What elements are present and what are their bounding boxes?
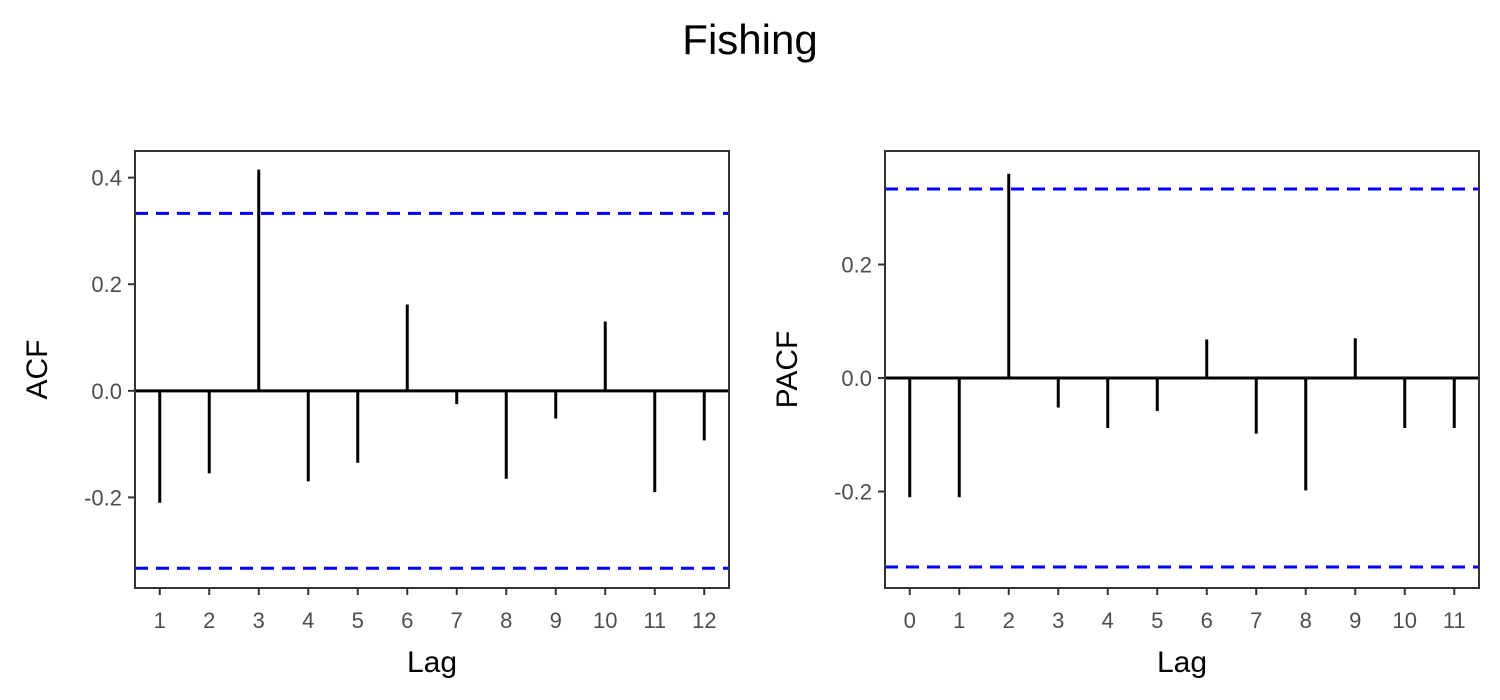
- pacf-x-tick-label: 9: [1349, 608, 1361, 633]
- pacf-x-tick-label: 0: [904, 608, 916, 633]
- pacf-panel-border: [884, 150, 1480, 589]
- acf-y-tick-label: 0.2: [91, 272, 122, 297]
- acf-plot-area: [135, 151, 729, 588]
- pacf-y-tick-label: 0.2: [841, 253, 872, 278]
- figure-title: Fishing: [682, 16, 817, 63]
- acf-x-tick-label: 2: [203, 608, 215, 633]
- acf-y-tick-label: 0.0: [91, 379, 122, 404]
- pacf-x-tick-label: 2: [1003, 608, 1015, 633]
- pacf-x-axis-title: Lag: [1157, 646, 1207, 679]
- pacf-x-tick-label: 10: [1393, 608, 1417, 633]
- acf-y-axis-title: ACF: [21, 340, 54, 400]
- acf-x-tick-label: 10: [593, 608, 617, 633]
- pacf-x-tick-label: 8: [1300, 608, 1312, 633]
- acf-x-tick-label: 7: [451, 608, 463, 633]
- acf-x-tick-label: 12: [692, 608, 716, 633]
- acf-panel-border: [134, 150, 730, 589]
- pacf-x-tick-label: 3: [1052, 608, 1064, 633]
- pacf-plot-area: [885, 151, 1479, 588]
- pacf-x-tick-label: 5: [1151, 608, 1163, 633]
- acf-x-tick-label: 1: [154, 608, 166, 633]
- pacf-x-tick-label: 7: [1250, 608, 1262, 633]
- acf-y-tick-label: -0.2: [84, 485, 122, 510]
- acf-y-tick-label: 0.4: [91, 166, 122, 191]
- pacf-x-tick-label: 11: [1443, 608, 1466, 633]
- acf-x-tick-label: 8: [500, 608, 512, 633]
- acf-x-axis-title: Lag: [407, 646, 457, 679]
- pacf-y-axis-title: PACF: [771, 331, 804, 409]
- acf-x-tick-label: 6: [401, 608, 413, 633]
- acf-x-tick-label: 4: [302, 608, 314, 633]
- pacf-x-tick-label: 1: [953, 608, 965, 633]
- acf-x-tick-label: 5: [352, 608, 364, 633]
- pacf-x-tick-label: 6: [1201, 608, 1213, 633]
- pacf-x-tick-label: 4: [1102, 608, 1114, 633]
- pacf-panel: -0.2 0.0 0.2 0 1 2 3 4 5 6 7 8 9 10 11 Lag PACF: [771, 150, 1480, 679]
- pacf-y-tick-label: 0.0: [841, 366, 872, 391]
- acf-x-tick-label: 11: [643, 608, 666, 633]
- acf-x-tick-label: 3: [253, 608, 265, 633]
- pacf-y-tick-label: -0.2: [834, 480, 872, 505]
- acf-x-tick-label: 9: [550, 608, 562, 633]
